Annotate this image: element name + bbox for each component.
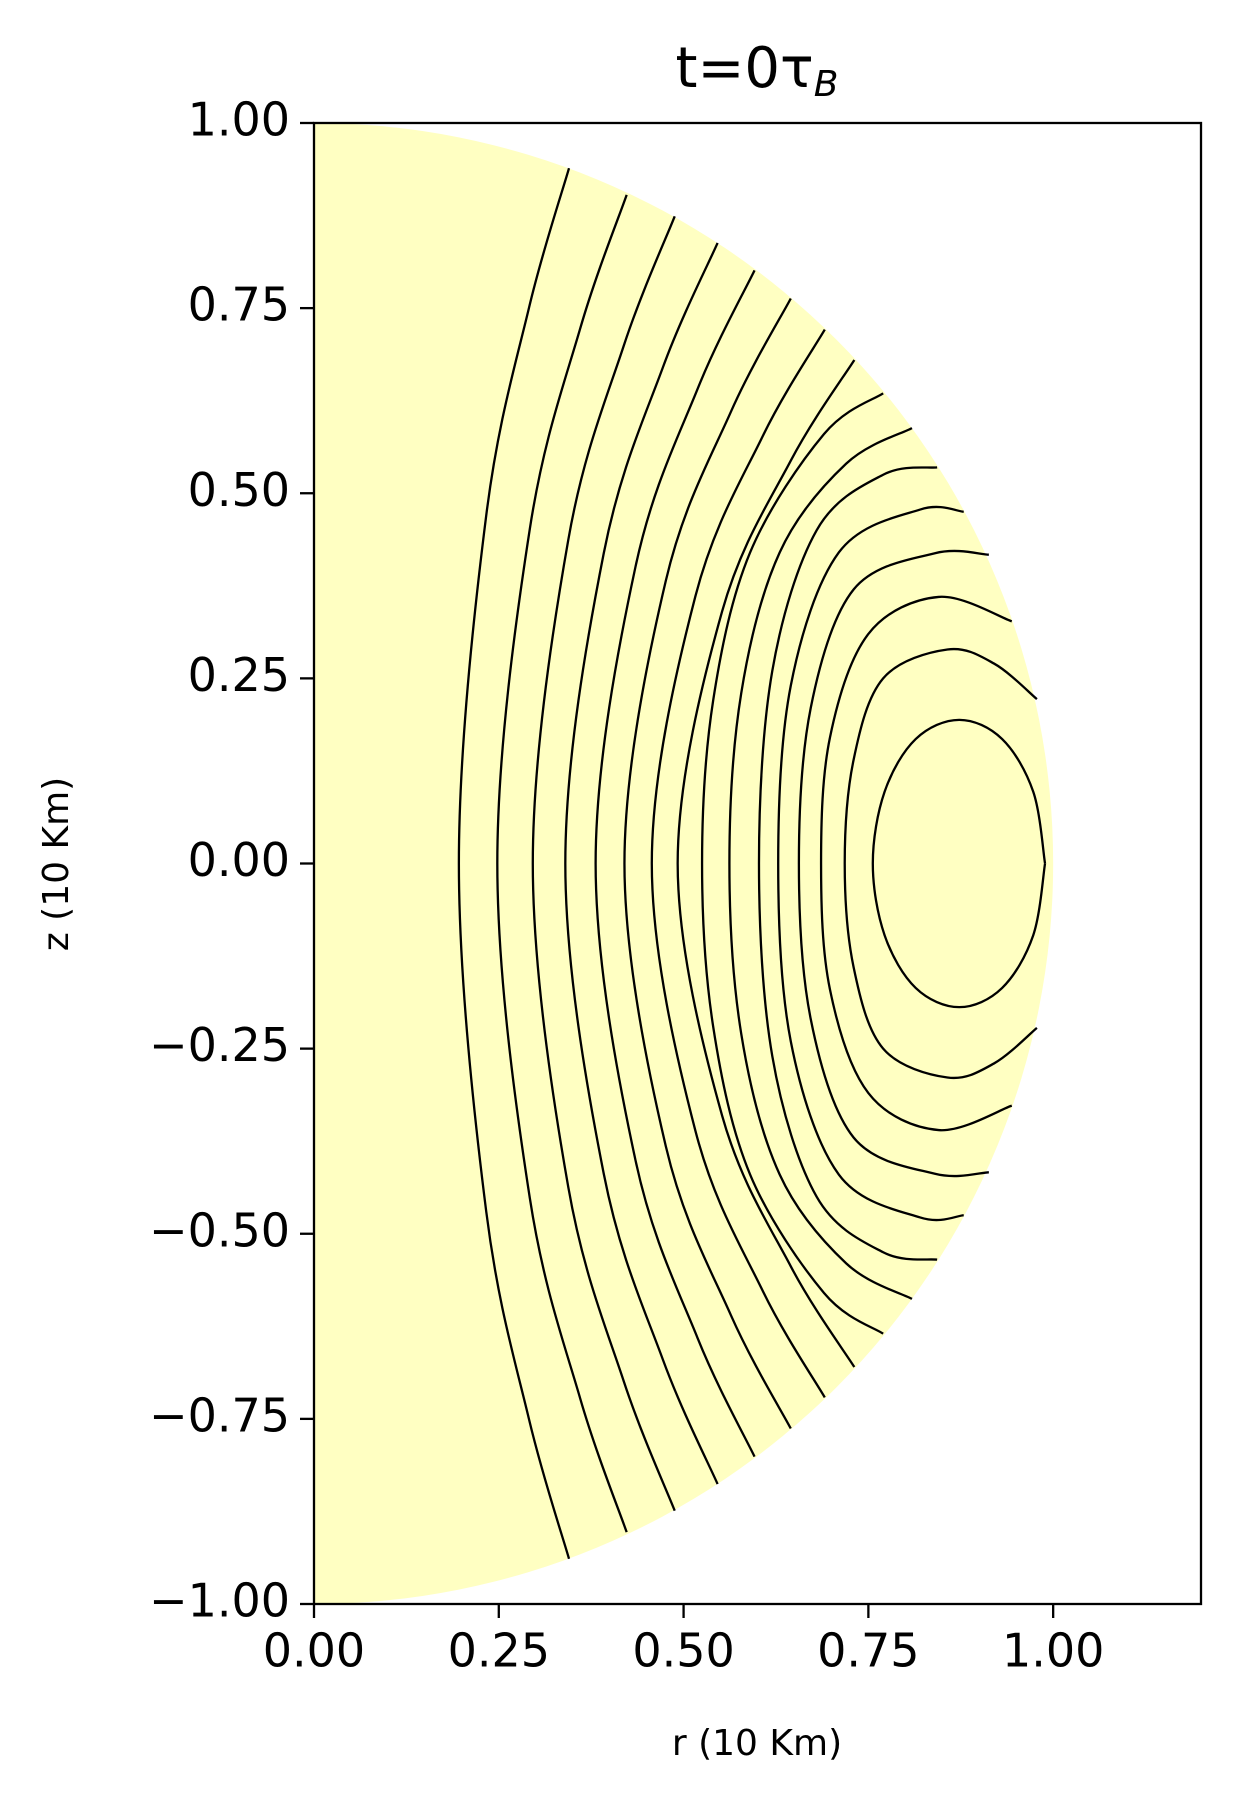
y-tick-label: 0.00 — [188, 833, 290, 887]
field-line — [871, 718, 1047, 1009]
x-tick-label: 1.00 — [1002, 1624, 1104, 1678]
y-tick-label: −0.75 — [149, 1388, 290, 1442]
field-line — [676, 359, 856, 1368]
field-line — [531, 215, 676, 1512]
x-tick-label: 0.00 — [263, 1624, 365, 1678]
field-line — [777, 505, 964, 1222]
field-line — [728, 427, 913, 1300]
y-tick-label: 1.00 — [188, 93, 290, 147]
y-tick-label: −1.00 — [149, 1574, 290, 1628]
field-line — [843, 647, 1038, 1080]
y-axis-label: z (10 Km) — [36, 777, 77, 951]
x-axis-label: r (10 Km) — [672, 1723, 842, 1764]
field-line — [797, 549, 989, 1178]
chart-title: t=0τB — [676, 36, 839, 105]
field-line — [623, 297, 792, 1430]
field-line — [819, 595, 1013, 1132]
field-line — [594, 269, 756, 1458]
field-line — [650, 329, 826, 1398]
x-tick-label: 0.25 — [448, 1624, 550, 1678]
title-subscript: B — [814, 64, 839, 105]
field-line — [700, 392, 884, 1335]
y-tick-label: 0.25 — [188, 648, 290, 702]
field-line — [496, 194, 628, 1533]
y-tick-label: 0.75 — [188, 278, 290, 332]
x-tick-label: 0.75 — [817, 1624, 919, 1678]
field-line — [757, 466, 938, 1261]
field-line — [457, 167, 571, 1560]
y-tick-label: 0.50 — [188, 463, 290, 517]
y-tick-label: −0.25 — [149, 1018, 290, 1072]
x-tick-label: 0.50 — [632, 1624, 734, 1678]
title-main: t=0τ — [676, 36, 814, 101]
y-tick-label: −0.50 — [149, 1203, 290, 1257]
star-region — [314, 123, 1054, 1604]
field-line — [564, 242, 719, 1485]
